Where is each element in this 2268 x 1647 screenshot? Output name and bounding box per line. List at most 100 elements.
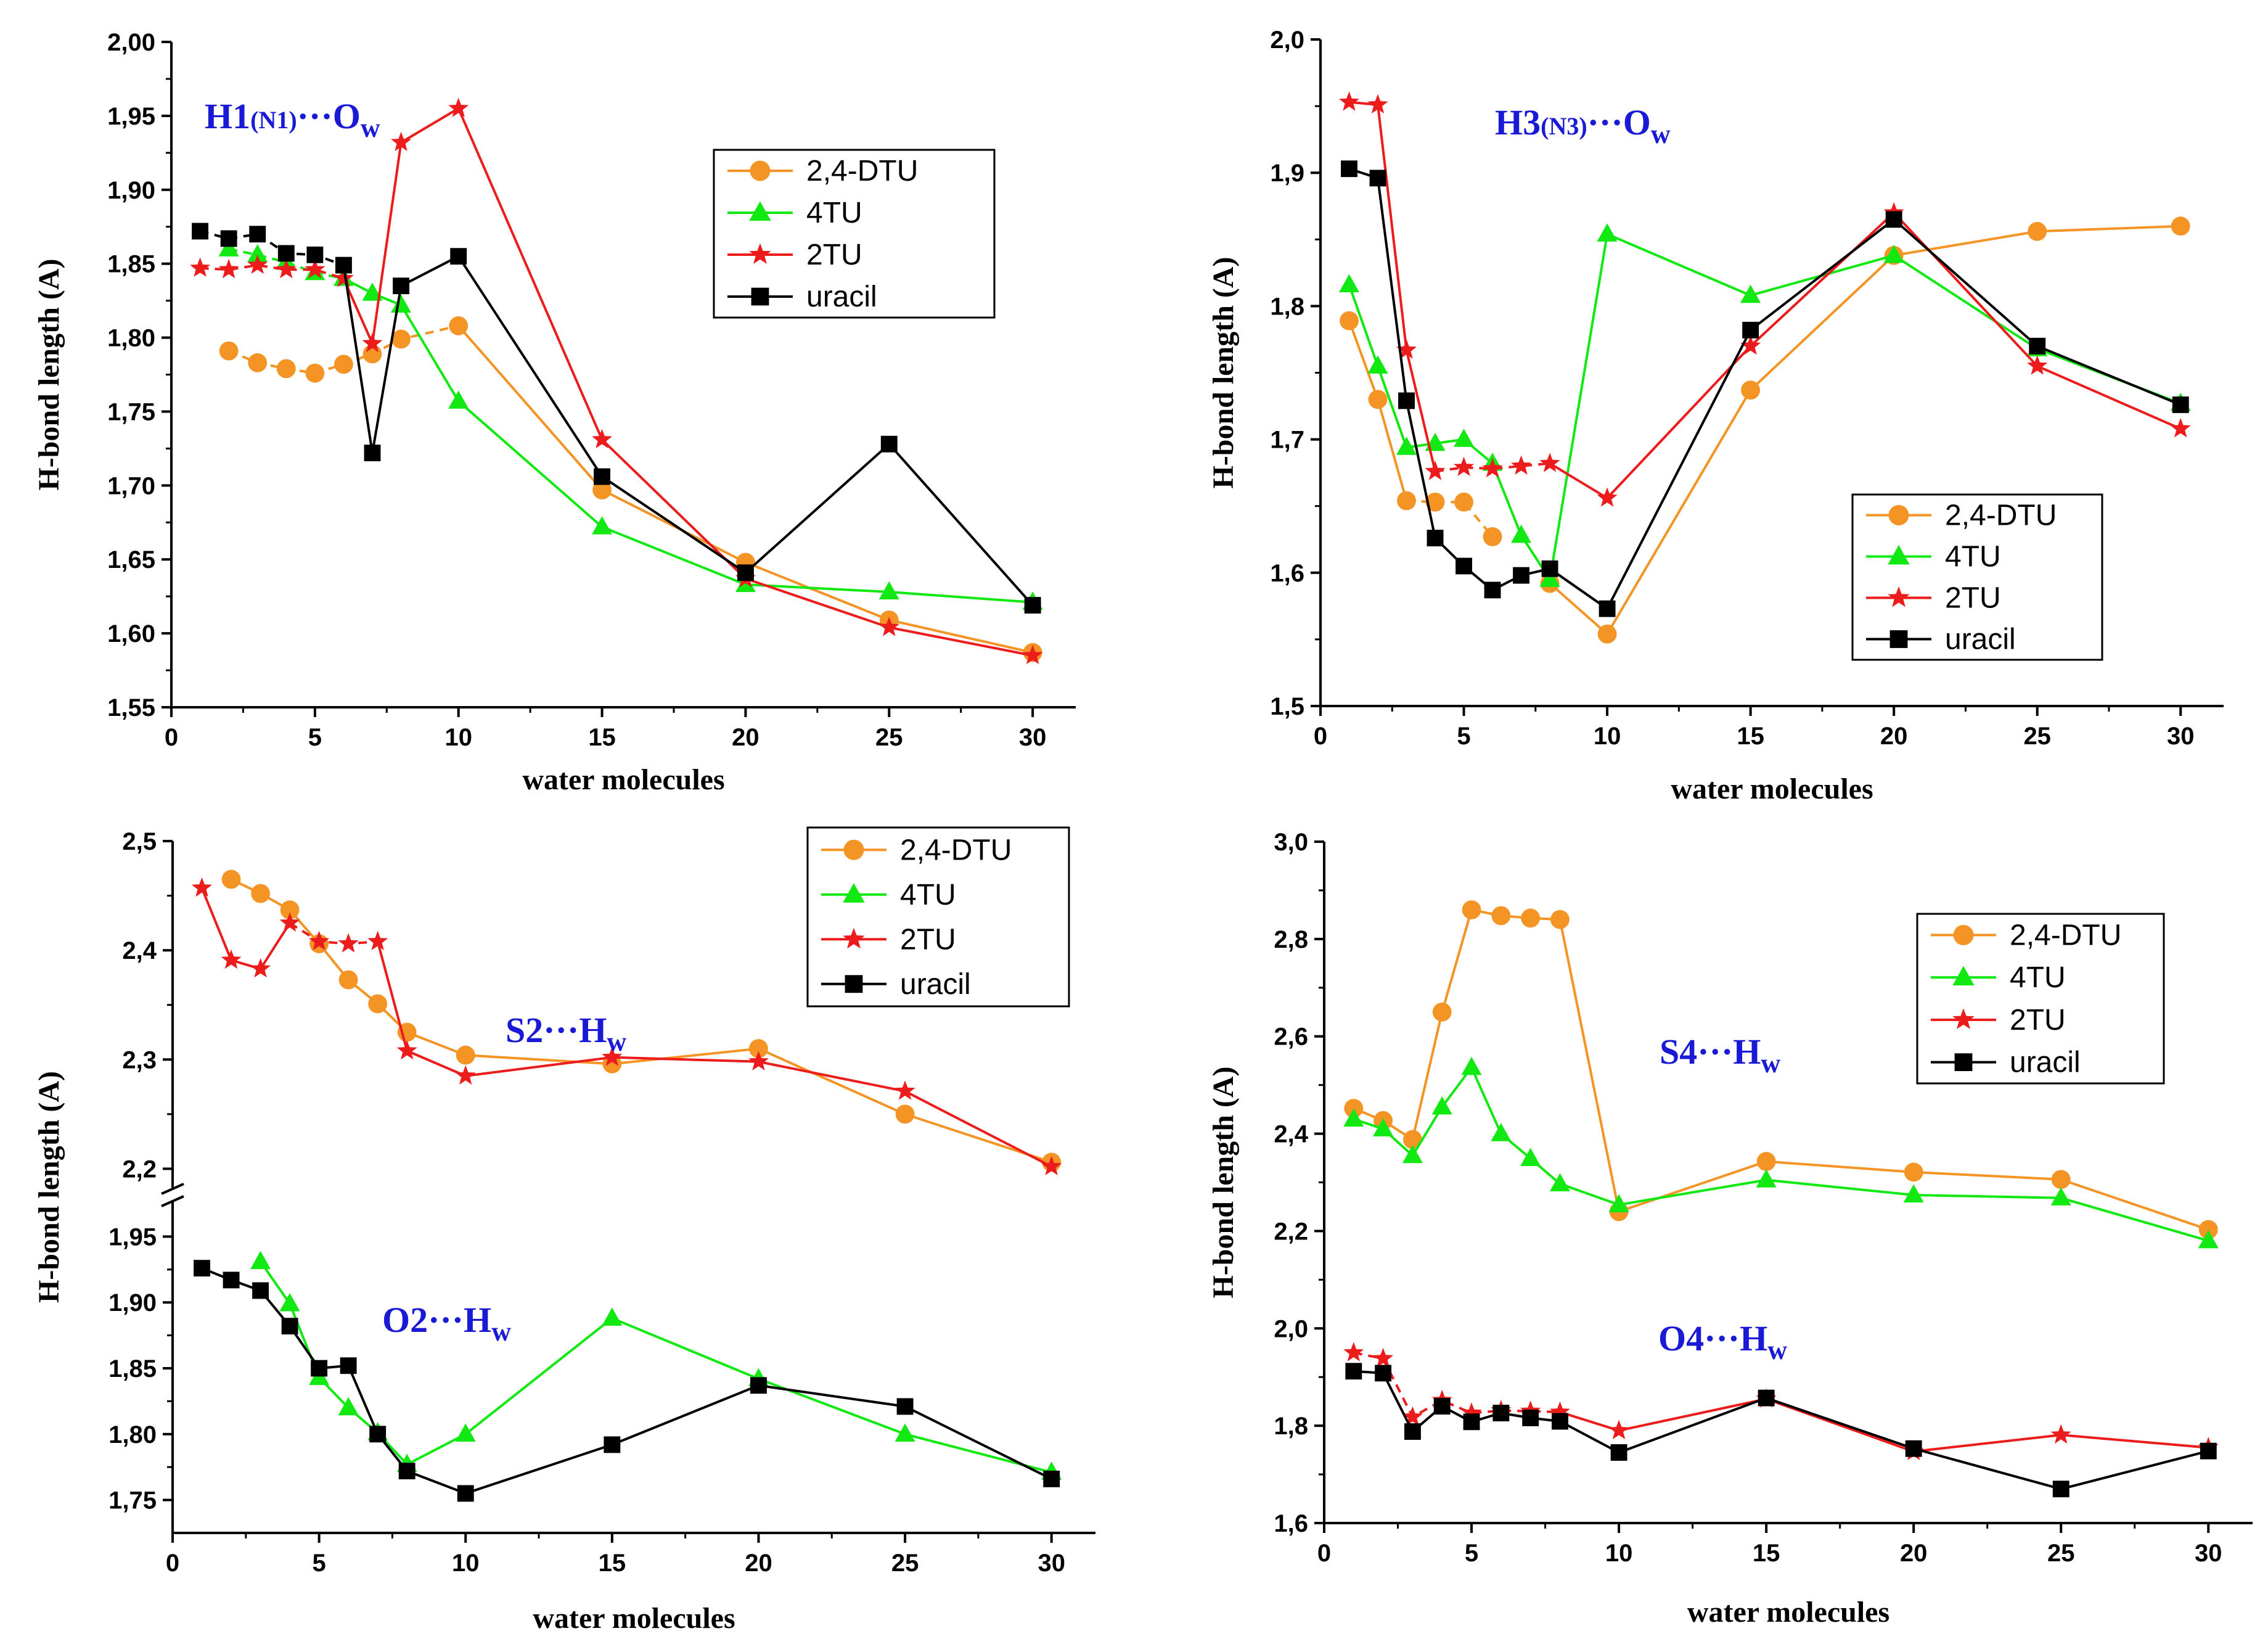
y-tick-label: 1,75 xyxy=(108,1487,157,1514)
data-point xyxy=(1433,1398,1451,1415)
data-point xyxy=(2029,337,2046,355)
data-point xyxy=(335,257,352,274)
data-point xyxy=(1396,339,1417,359)
x-tick-label: 20 xyxy=(732,724,759,751)
data-point xyxy=(190,257,211,277)
data-point xyxy=(192,223,209,240)
series-line xyxy=(1349,101,1436,472)
y-tick-label: 1,65 xyxy=(107,546,155,573)
data-point xyxy=(250,1251,271,1270)
y-tick-label: 2,00 xyxy=(107,29,155,56)
data-point xyxy=(1402,1144,1423,1164)
x-tick-label: 30 xyxy=(1019,724,1047,751)
y-tick-label: 1,90 xyxy=(108,1289,157,1316)
data-point xyxy=(362,332,383,353)
series-line xyxy=(289,922,378,945)
series-uracil xyxy=(192,223,1041,614)
data-point xyxy=(604,1436,621,1453)
data-point xyxy=(391,329,411,349)
data-point xyxy=(1403,1130,1422,1149)
y-tick-label: 2,8 xyxy=(1274,926,1308,953)
data-point xyxy=(218,238,239,257)
x-tick-label: 0 xyxy=(1314,723,1327,750)
data-point xyxy=(1373,1347,1394,1368)
legend-marker xyxy=(1889,630,1908,648)
series-line xyxy=(228,247,344,280)
legend-marker xyxy=(1952,1008,1975,1029)
y-axis-title: H-bond length (A) xyxy=(1207,257,1240,488)
data-point xyxy=(398,1463,416,1480)
data-point xyxy=(252,1282,269,1299)
data-point xyxy=(1549,1173,1570,1192)
data-point xyxy=(248,353,268,372)
data-point xyxy=(281,1318,298,1335)
data-point xyxy=(311,1360,328,1377)
data-point xyxy=(450,248,467,265)
x-tick-label: 10 xyxy=(1594,723,1621,750)
data-point xyxy=(1344,1099,1364,1118)
data-point xyxy=(878,617,899,636)
y-axis-title: H-bond length (A) xyxy=(33,258,65,490)
data-point xyxy=(1552,1413,1568,1430)
x-tick-label: 15 xyxy=(1737,723,1764,750)
x-tick-label: 30 xyxy=(2167,723,2195,750)
data-point xyxy=(1742,321,1759,339)
x-axis-title: water molecules xyxy=(1687,1596,1889,1629)
y-tick-label: 2,0 xyxy=(1270,27,1304,54)
data-point xyxy=(1369,170,1386,187)
y-tick-label: 2,6 xyxy=(1274,1024,1308,1051)
series-2TU xyxy=(192,877,1062,1175)
legend-label: 4TU xyxy=(806,197,862,229)
x-tick-label: 10 xyxy=(1605,1540,1633,1567)
data-point xyxy=(279,1292,300,1312)
data-point xyxy=(895,1423,915,1442)
x-tick-label: 25 xyxy=(2023,723,2051,750)
data-point xyxy=(364,445,381,462)
annotation-label-0: S2···Hw xyxy=(506,1010,626,1057)
y-tick-label: 1,5 xyxy=(1270,693,1304,720)
data-point xyxy=(194,1260,210,1277)
data-point xyxy=(2172,396,2189,413)
data-point xyxy=(448,97,469,117)
data-point xyxy=(340,1357,357,1374)
x-tick-label: 20 xyxy=(745,1550,772,1577)
legend: 2,4-DTU 4TU 2TU uracil xyxy=(1916,913,2165,1085)
data-point xyxy=(1432,1002,1452,1022)
data-point xyxy=(1454,492,1473,512)
data-point xyxy=(1455,557,1472,575)
x-tick-label: 15 xyxy=(599,1550,626,1577)
data-point xyxy=(895,1080,915,1100)
data-point xyxy=(1367,94,1388,113)
series-2,4-DTU xyxy=(1340,216,2190,644)
data-point xyxy=(1904,1162,1923,1182)
data-point xyxy=(1550,1401,1570,1421)
data-point xyxy=(1491,906,1511,926)
data-point xyxy=(1539,569,1560,587)
data-point xyxy=(250,958,271,978)
data-point xyxy=(1513,567,1529,584)
data-point xyxy=(449,316,469,335)
data-point xyxy=(391,131,412,152)
x-tick-label: 5 xyxy=(1457,723,1470,750)
data-point xyxy=(1367,355,1388,374)
data-point xyxy=(455,1065,476,1085)
data-point xyxy=(1740,284,1761,303)
series-uracil xyxy=(1341,160,2189,617)
x-tick-label: 10 xyxy=(452,1550,480,1577)
data-point xyxy=(369,1426,387,1443)
x-tick-label: 5 xyxy=(1465,1540,1478,1567)
legend-label: 4TU xyxy=(1945,541,2001,573)
data-point xyxy=(2171,216,2190,236)
series-2,4-DTU xyxy=(219,316,1042,662)
legend-marker xyxy=(749,243,771,264)
data-point xyxy=(368,994,388,1014)
data-point xyxy=(2050,1187,2071,1205)
series-line xyxy=(200,264,344,280)
data-point xyxy=(2050,1424,2071,1444)
series-line xyxy=(1549,212,2182,499)
y-tick-label: 2,4 xyxy=(1274,1121,1308,1148)
legend: 2,4-DTU 4TU 2TU uracil xyxy=(713,149,996,319)
data-point xyxy=(1041,1156,1062,1175)
x-axis-title: water molecules xyxy=(522,763,724,796)
